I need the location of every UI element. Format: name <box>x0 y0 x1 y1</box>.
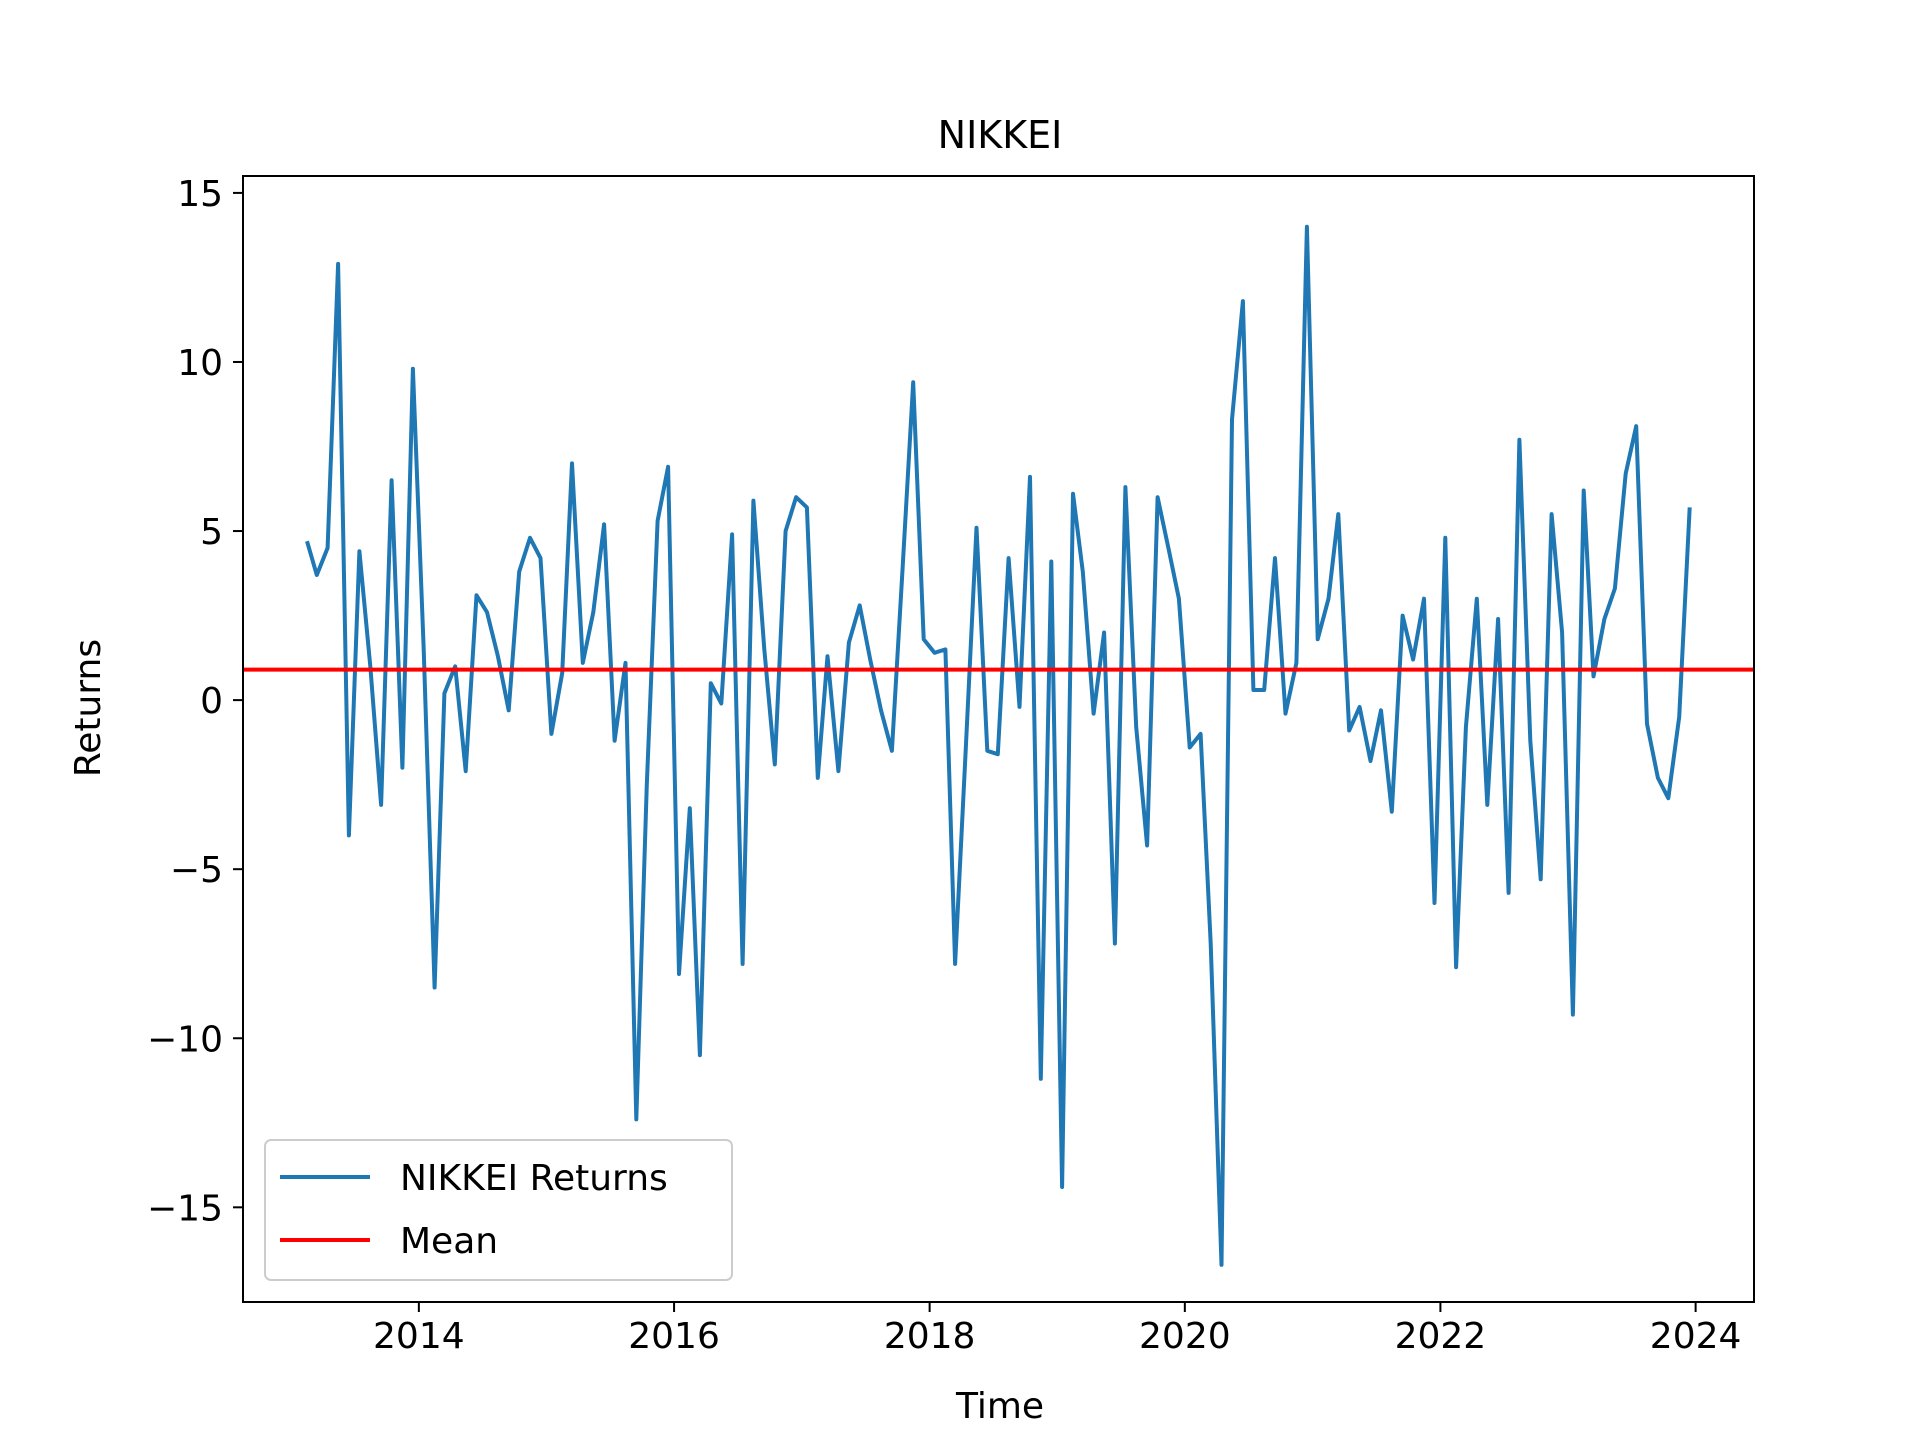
y-tick-label: 10 <box>177 343 223 384</box>
x-tick-label: 2016 <box>628 1316 720 1357</box>
x-tick-label: 2024 <box>1650 1316 1742 1357</box>
y-axis-label: Returns <box>68 639 109 777</box>
y-tick-label: 15 <box>177 174 223 215</box>
series-line-nikkei-returns <box>305 224 1692 1267</box>
plot-marks <box>243 224 1754 1267</box>
x-tick-label: 2020 <box>1139 1316 1231 1357</box>
y-tick-label: −10 <box>147 1019 223 1060</box>
chart-title: NIKKEI <box>938 113 1063 157</box>
legend: NIKKEI Returns Mean <box>264 1139 733 1281</box>
x-axis-ticks: 2014 2016 2018 2020 2022 2024 <box>373 1302 1741 1357</box>
legend-label-mean: Mean <box>400 1221 498 1262</box>
legend-label-nikkei-returns: NIKKEI Returns <box>400 1158 668 1199</box>
y-axis-ticks: 15 10 5 0 −5 −10 −15 <box>147 174 243 1229</box>
y-tick-label: −5 <box>170 850 223 891</box>
legend-box <box>264 1139 733 1281</box>
y-tick-label: 0 <box>200 681 223 722</box>
y-tick-label: −15 <box>147 1188 223 1229</box>
y-tick-label: 5 <box>200 512 223 553</box>
x-tick-label: 2022 <box>1395 1316 1487 1357</box>
plot-frame <box>242 175 1755 1303</box>
x-tick-label: 2014 <box>373 1316 465 1357</box>
x-tick-label: 2018 <box>884 1316 976 1357</box>
x-axis-label: Time <box>955 1386 1044 1427</box>
